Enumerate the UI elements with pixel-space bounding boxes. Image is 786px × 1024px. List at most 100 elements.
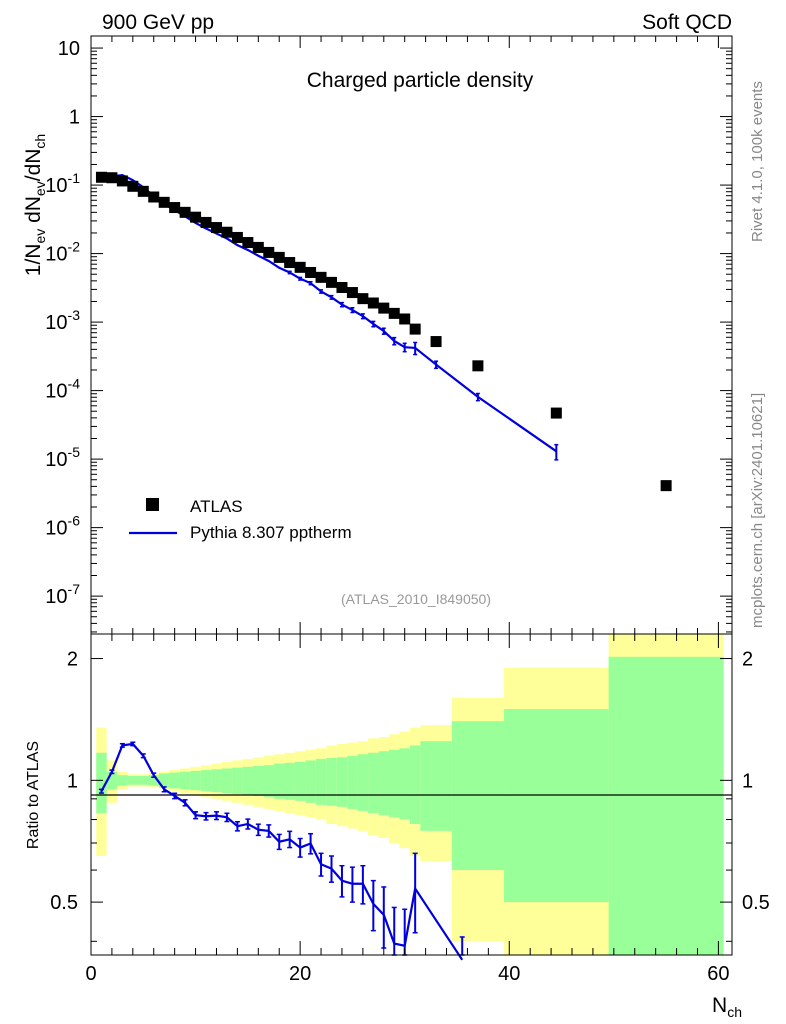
atlas-point <box>326 276 338 288</box>
atlas-point <box>210 222 222 234</box>
atlas-point <box>221 226 233 238</box>
y-tick-label: 10-7 <box>45 581 80 608</box>
lower-axis-ticks <box>90 634 732 955</box>
atlas-series <box>95 171 672 492</box>
band-inner <box>347 755 358 809</box>
band-inner <box>148 775 159 786</box>
band-inner <box>357 754 369 811</box>
x-tick-labels: 0 20 40 60 <box>85 963 729 985</box>
y-tick-label: 10-1 <box>45 170 80 197</box>
atlas-point <box>95 171 107 183</box>
upper-panel: 10-7 10-6 10-5 10-4 10-3 10-2 10-1 1 10 1/Nev dN… <box>22 35 733 635</box>
atlas-point <box>472 360 484 372</box>
atlas-point <box>284 257 296 269</box>
band-inner <box>326 758 337 806</box>
chart-title: Charged particle density <box>307 69 534 92</box>
lower-y-tick-labels-right: 0.5 1 2 <box>742 649 770 915</box>
rivet-version-label: Rivet 4.1.0, 100k events <box>749 81 766 242</box>
legend-atlas-label: ATLAS <box>190 497 243 516</box>
atlas-point <box>336 281 348 293</box>
y-tick-exponent: -5 <box>68 444 81 460</box>
atlas-point <box>550 407 562 419</box>
atlas-point <box>200 216 212 228</box>
y-tick-label: 2 <box>742 649 753 671</box>
band-inner <box>138 775 149 785</box>
y-tick-exponent: -6 <box>68 513 81 529</box>
band-inner <box>96 752 107 814</box>
y-tick-exponent: -4 <box>68 376 81 392</box>
x-tick-label: 0 <box>85 963 96 985</box>
atlas-point <box>660 480 672 492</box>
atlas-point <box>137 185 149 197</box>
header-right-title: Soft QCD <box>642 11 732 34</box>
band-inner <box>409 745 421 824</box>
band-inner <box>200 770 212 792</box>
x-axis-label: Nch <box>712 994 742 1020</box>
legend-atlas-marker <box>146 498 159 511</box>
band-inner <box>169 772 180 789</box>
band-inner <box>368 752 379 814</box>
pythia-line <box>101 173 557 453</box>
atlas-point <box>148 191 160 203</box>
atlas-point <box>430 336 442 348</box>
band-inner <box>284 762 295 800</box>
band-inner <box>106 771 118 790</box>
band-inner <box>315 758 327 805</box>
atlas-point <box>346 287 358 299</box>
y-tick-label: 10-6 <box>45 513 80 540</box>
band-inner <box>294 761 306 801</box>
band-inner <box>117 775 128 786</box>
legend-pythia-label: Pythia 8.307 pptherm <box>190 523 352 542</box>
upper-axis-ticks <box>90 36 732 634</box>
atlas-point <box>169 202 181 214</box>
lower-frame <box>90 633 733 956</box>
band-inner <box>336 757 348 807</box>
upper-y-axis-label: 1/Nev dNev/dNch <box>22 134 48 276</box>
atlas-point <box>179 206 191 218</box>
atlas-point <box>116 175 128 187</box>
band-inner <box>127 775 139 785</box>
y-tick-label: 10-2 <box>45 239 80 266</box>
atlas-point <box>252 241 264 253</box>
y-tick-label: 1 <box>742 770 753 792</box>
x-tick-label: 40 <box>498 963 520 985</box>
band-inner <box>190 770 201 791</box>
y-tick-label: 0.5 <box>742 892 770 914</box>
source-label: mcplots.cern.ch [arXiv:2401.10621] <box>749 393 766 628</box>
y-tick-label: 10-5 <box>45 444 80 471</box>
atlas-point <box>263 246 275 258</box>
y-tick-label: 10-4 <box>45 376 80 403</box>
ratio-series <box>98 741 465 961</box>
atlas-point <box>305 266 317 278</box>
atlas-point <box>357 293 369 305</box>
y-tick-exponent: -3 <box>68 307 81 323</box>
atlas-point <box>388 307 400 319</box>
atlas-point <box>378 302 390 314</box>
lower-panel: 0.5 1 2 0.5 1 2 0 20 40 60 Ratio to ATLAS Nch <box>25 633 770 1020</box>
band-inner <box>504 709 609 903</box>
atlas-point <box>106 172 118 184</box>
band-inner <box>451 721 505 871</box>
atlas-point <box>127 180 139 192</box>
x-tick-label: 60 <box>707 963 729 985</box>
atlas-point <box>367 297 379 309</box>
y-tick-exponent: -1 <box>68 170 81 186</box>
band-inner <box>242 766 254 795</box>
atlas-point <box>242 237 254 249</box>
x-tick-label: 20 <box>289 963 311 985</box>
band-inner <box>389 749 400 818</box>
atlas-point <box>190 211 202 223</box>
band-inner <box>420 741 452 831</box>
y-tick-label: 10-3 <box>45 307 80 334</box>
atlas-point <box>294 261 306 273</box>
band-inner <box>221 768 233 794</box>
y-tick-label: 1 <box>69 107 80 129</box>
header-left-title: 900 GeV pp <box>102 11 214 34</box>
mc-series-upper <box>101 173 559 461</box>
atlas-point <box>158 196 170 208</box>
y-tick-exponent: -2 <box>68 239 81 255</box>
y-tick-label: 2 <box>67 649 78 671</box>
band-inner <box>179 771 191 790</box>
legend: ATLAS Pythia 8.307 pptherm <box>129 497 352 542</box>
